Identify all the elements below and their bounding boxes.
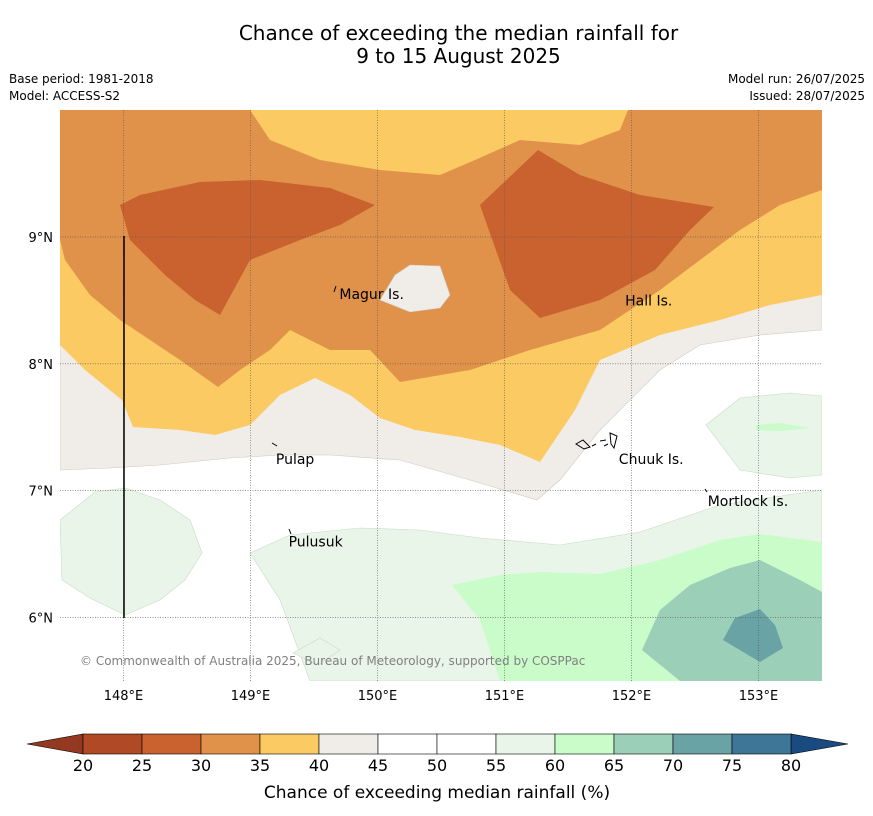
lon-tick-label: 149°E: [231, 689, 271, 704]
island-chuuk: [575, 432, 618, 450]
latitude-labels: 6°N 7°N 8°N 9°N: [29, 231, 54, 627]
lat-tick-label: 9°N: [29, 231, 54, 246]
place-label: Pulap: [276, 452, 315, 468]
place-labels: Magur Is. Hall Is. Pulap Chuuk Is. Mortlock …: [276, 287, 788, 550]
place-label: Mortlock Is.: [708, 494, 788, 510]
place-label: Hall Is.: [625, 293, 672, 309]
colorbar-label: Chance of exceeding median rainfall (%): [264, 783, 610, 803]
lat-tick-label: 6°N: [29, 612, 54, 627]
model-run: Model run: 26/07/2025: [727, 72, 865, 86]
contour-60-65-sliver: [756, 423, 810, 431]
contour-25-30-west: [120, 180, 375, 315]
colorbar-segment: [554, 733, 615, 755]
colorbar-tick-label: 30: [191, 756, 211, 775]
lat-tick-label: 8°N: [29, 358, 54, 373]
colorbar-segment: [495, 733, 556, 755]
colorbar-segment: [259, 733, 320, 755]
colorbar-tick-label: 65: [604, 756, 624, 775]
colorbar-under-arrow: [26, 733, 84, 755]
colorbar-segment: [613, 733, 674, 755]
title-line-1: Chance of exceeding the median rainfall …: [238, 21, 679, 45]
colorbar-segment: [436, 733, 497, 755]
lat-tick-label: 7°N: [29, 485, 54, 500]
colorbar-tick-label: 25: [132, 756, 152, 775]
island-pulap: [271, 442, 278, 447]
base-period: Base period: 1981-2018: [9, 72, 154, 86]
place-label: Chuuk Is.: [619, 452, 684, 468]
island-mortlock: [704, 488, 708, 493]
colorbar-segment: [200, 733, 261, 755]
colorbar-tick-label: 40: [309, 756, 329, 775]
colorbar-tick-label: 45: [368, 756, 388, 775]
place-label: Pulusuk: [289, 534, 344, 550]
colorbar-tick-label: 60: [545, 756, 565, 775]
lon-tick-label: 150°E: [358, 689, 398, 704]
colorbar-over-arrow: [790, 733, 849, 755]
place-label: Magur Is.: [339, 287, 404, 303]
longitude-labels: 148°E 149°E 150°E 151°E 152°E 153°E: [104, 689, 779, 704]
colorbar-segment: [82, 733, 143, 755]
title-line-2: 9 to 15 August 2025: [356, 44, 561, 68]
meta-right: Model run: 26/07/2025 Issued: 28/07/2025: [728, 71, 865, 105]
colorbar-segment: [318, 733, 379, 755]
contour-55-60-west: [60, 487, 203, 616]
contour-25-30-east: [480, 150, 714, 318]
lon-tick-label: 152°E: [612, 689, 652, 704]
colorbar-tick-label: 75: [722, 756, 742, 775]
meta-left: Base period: 1981-2018 Model: ACCESS-S2: [9, 71, 154, 105]
colorbar-segment: [672, 733, 733, 755]
colorbar-segment: [377, 733, 438, 755]
lon-tick-label: 151°E: [485, 689, 525, 704]
rainfall-contours: [60, 110, 822, 681]
colorbar-tick-label: 55: [486, 756, 506, 775]
contour-55-60-east: [705, 392, 822, 479]
colorbar-tick-label: 80: [781, 756, 801, 775]
contour-70-75: [723, 609, 783, 662]
island-pulusuk: [288, 528, 292, 535]
colorbar-tick-label: 35: [250, 756, 270, 775]
colorbar-segment: [731, 733, 792, 755]
issued-date: Issued: 28/07/2025: [749, 89, 865, 103]
island-markers: [271, 285, 708, 535]
model-name: Model: ACCESS-S2: [9, 89, 121, 103]
map-title: Chance of exceeding the median rainfall …: [0, 22, 873, 68]
colorbar-tick-label: 50: [427, 756, 447, 775]
colorbar: 20 25 30 35 40 45 50 55 60 65 70 75 80: [26, 733, 849, 775]
colorbar-tick-label: 70: [663, 756, 683, 775]
colorbar-tick-label: 20: [73, 756, 93, 775]
contour-hole-magur: [379, 264, 451, 313]
lon-tick-label: 153°E: [739, 689, 779, 704]
colorbar-segment: [141, 733, 202, 755]
copyright-text: © Commonwealth of Australia 2025, Bureau…: [80, 654, 585, 668]
contour-55-60-small: [292, 637, 341, 666]
lon-tick-label: 148°E: [104, 689, 144, 704]
island-magur: [333, 285, 337, 293]
